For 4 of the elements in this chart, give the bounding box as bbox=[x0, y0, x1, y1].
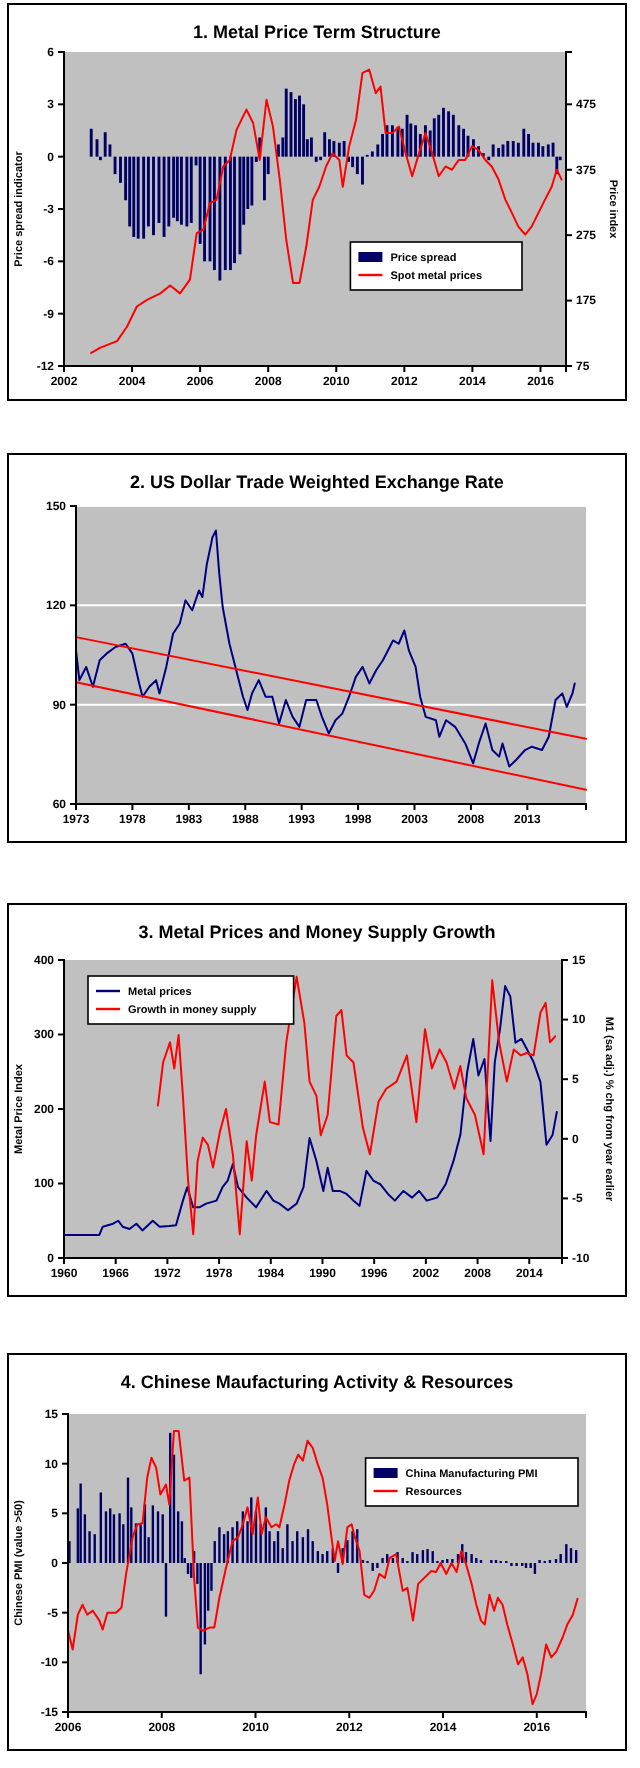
chart-title: 1. Metal Price Term Structure bbox=[193, 22, 441, 42]
chart-title: 3. Metal Prices and Money Supply Growth bbox=[138, 922, 496, 942]
chart-title: 2. US Dollar Trade Weighted Exchange Rate bbox=[130, 472, 504, 492]
chart-title: 4. Chinese Maufacturing Activity & Resources bbox=[120, 1372, 514, 1392]
